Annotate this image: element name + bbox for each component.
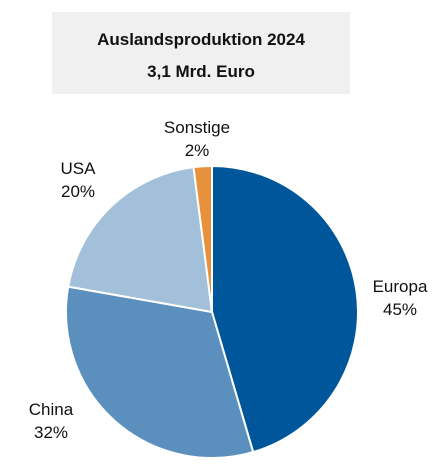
pie-slice-usa (67, 166, 213, 313)
label-europa: Europa 45% (373, 277, 428, 319)
chart-subtitle: 3,1 Mrd. Euro (147, 62, 255, 81)
title-box: Auslandsproduktion 2024 3,1 Mrd. Euro (52, 12, 350, 94)
chart-title: Auslandsproduktion 2024 (97, 30, 305, 49)
label-china-value: 32% (34, 423, 68, 442)
label-europa-value: 45% (383, 300, 417, 319)
label-sonstige: Sonstige 2% (164, 118, 230, 160)
pie-slice-europa (211, 165, 359, 454)
label-usa-value: 20% (61, 182, 95, 201)
label-europa-name: Europa (373, 277, 428, 296)
label-sonstige-name: Sonstige (164, 118, 230, 137)
label-usa: USA 20% (61, 159, 97, 201)
pie-slices (65, 165, 359, 459)
pie-slice-sonstige (192, 165, 213, 313)
label-usa-name: USA (61, 159, 97, 178)
label-sonstige-value: 2% (185, 141, 210, 160)
label-china-name: China (29, 400, 74, 419)
pie-slice-china (65, 285, 255, 459)
label-china: China 32% (29, 400, 74, 442)
